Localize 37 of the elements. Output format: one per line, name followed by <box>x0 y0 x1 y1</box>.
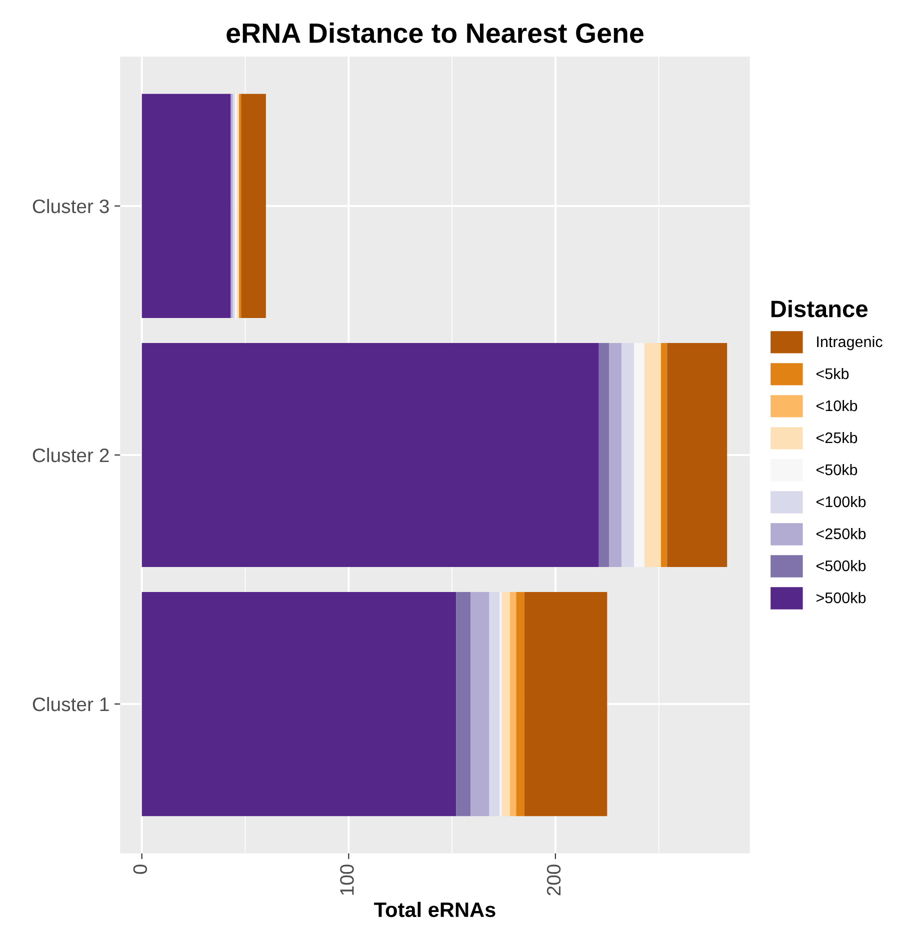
legend-label: <50kb <box>816 464 858 476</box>
bar <box>470 592 490 816</box>
bar <box>502 592 510 816</box>
bar <box>236 94 240 318</box>
x-axis-title: Total eRNAs <box>374 902 496 918</box>
bar <box>622 342 634 568</box>
y-tick-label: Cluster 2 <box>32 448 109 462</box>
legend-label: <100kb <box>816 496 866 508</box>
chart-title: eRNA Distance to Nearest Gene <box>226 22 644 43</box>
legend-label: <5kb <box>816 368 849 380</box>
legend-title: Distance <box>771 300 868 318</box>
legend-label: <10kb <box>816 400 858 412</box>
bar <box>489 592 500 816</box>
x-tick-label: 0 <box>133 864 148 874</box>
bar <box>142 94 231 318</box>
bar <box>241 94 266 318</box>
bar <box>524 592 608 816</box>
legend-label: <500kb <box>816 560 866 572</box>
bar <box>142 342 599 568</box>
y-tick-label: Cluster 1 <box>32 696 109 712</box>
legend-label: >500kb <box>816 592 866 604</box>
bar <box>510 592 516 816</box>
x-tick-label: 100 <box>340 864 354 895</box>
bar <box>634 342 644 568</box>
bar <box>609 342 622 568</box>
bar <box>667 342 728 568</box>
bar <box>456 592 471 816</box>
legend-label: <250kb <box>816 528 866 540</box>
legend-label: Intragenic <box>817 336 882 350</box>
bar <box>644 342 661 568</box>
bar <box>516 592 524 816</box>
legend-label: <25kb <box>816 432 858 444</box>
x-tick-label: 200 <box>546 864 561 896</box>
bar <box>598 342 610 568</box>
y-tick-label: Cluster 3 <box>32 198 109 214</box>
bar <box>660 342 668 568</box>
bar <box>142 592 456 816</box>
